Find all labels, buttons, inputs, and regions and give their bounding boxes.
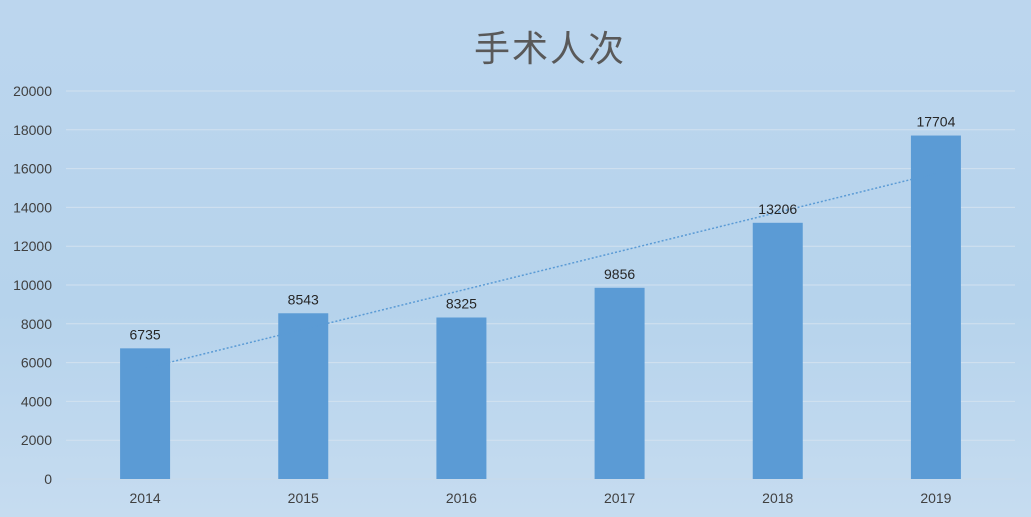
data-label: 8325 (446, 295, 477, 311)
bars (120, 135, 961, 480)
y-axis-ticks: 0 2000 4000 6000 8000 10000 12000 14000 16000 180… (13, 83, 52, 487)
x-tick-label: 2018 (762, 490, 793, 506)
y-tick-label: 16000 (13, 161, 52, 177)
data-label: 9856 (604, 266, 635, 282)
x-tick-label: 2019 (920, 490, 951, 506)
trend-line (144, 172, 937, 370)
x-axis-ticks: 2014 2015 2016 2017 2018 2019 (130, 490, 952, 506)
data-labels: 6735 8543 8325 9856 13206 17704 (130, 114, 956, 343)
y-tick-label: 10000 (13, 277, 52, 293)
y-tick-label: 4000 (21, 393, 52, 409)
x-tick-label: 2017 (604, 490, 635, 506)
data-label: 13206 (758, 201, 797, 217)
y-tick-label: 8000 (21, 316, 52, 332)
x-tick-label: 2015 (288, 490, 319, 506)
bar (120, 348, 171, 479)
bar (278, 313, 329, 479)
y-tick-label: 6000 (21, 355, 52, 371)
y-tick-label: 18000 (13, 122, 52, 138)
y-tick-label: 2000 (21, 432, 52, 448)
y-tick-label: 14000 (13, 199, 52, 215)
chart-title: 手术人次 (473, 29, 626, 70)
grid-lines (66, 90, 1015, 480)
bar (910, 135, 961, 479)
x-tick-label: 2014 (130, 490, 161, 506)
data-label: 6735 (130, 326, 161, 342)
data-label: 17704 (916, 114, 955, 130)
y-tick-label: 12000 (13, 238, 52, 254)
y-tick-label: 20000 (13, 83, 52, 99)
y-tick-label: 0 (44, 471, 52, 487)
bar (436, 317, 487, 479)
trendline (144, 172, 937, 370)
data-label: 8543 (288, 291, 319, 307)
bar (594, 287, 645, 479)
bar (752, 222, 803, 480)
x-tick-label: 2016 (446, 490, 477, 506)
